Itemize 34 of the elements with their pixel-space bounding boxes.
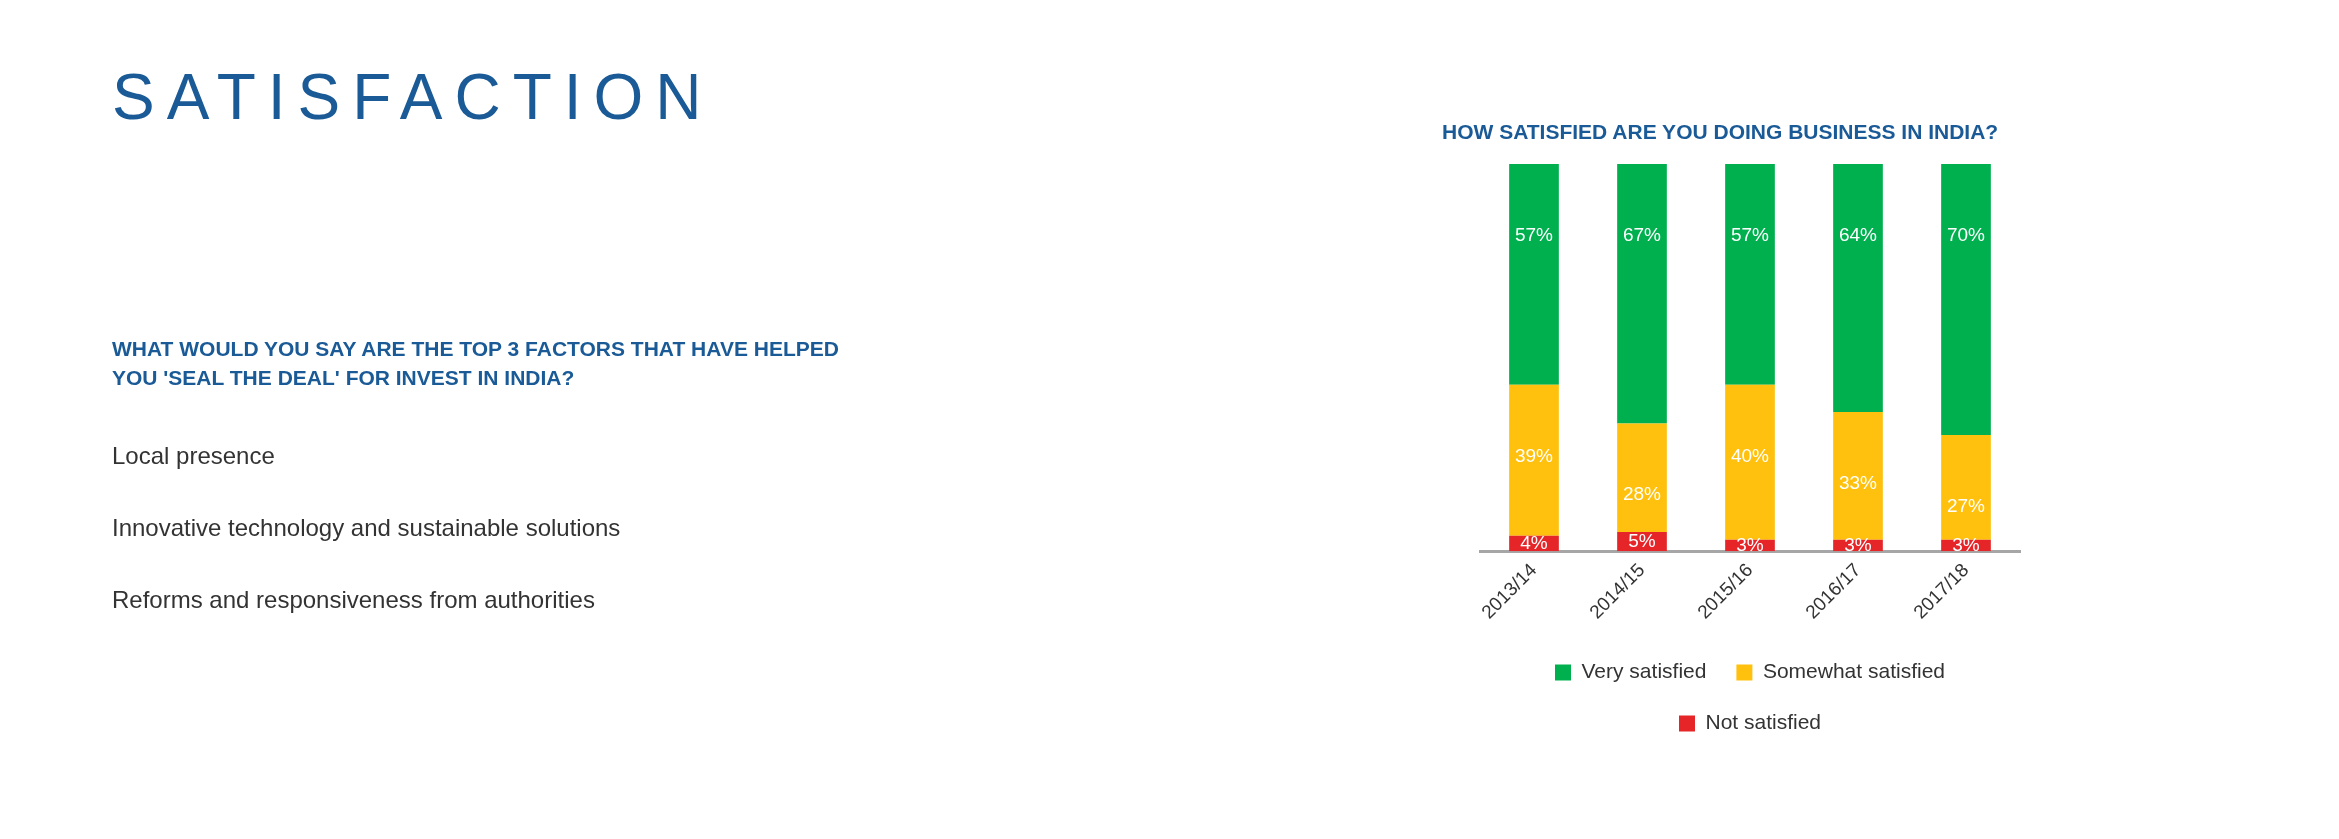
legend-label: Somewhat satisfied xyxy=(1762,659,1945,683)
data-label: 70% xyxy=(1946,223,1986,245)
data-label: 5% xyxy=(1628,529,1656,551)
chart-title: HOW SATISFIED ARE YOU DOING BUSINESS IN INDIA? xyxy=(1442,120,2000,144)
bar xyxy=(1725,164,1775,385)
data-label: 4% xyxy=(1520,531,1548,553)
bar xyxy=(1833,164,1883,412)
text: Local presence xyxy=(112,442,276,470)
bar xyxy=(1617,164,1667,424)
data-label: 33% xyxy=(1838,471,1878,493)
text: Reforms and responsiveness from authorities xyxy=(112,586,596,614)
data-label: 3% xyxy=(1736,533,1764,555)
data-label: 3% xyxy=(1952,533,1980,555)
bar xyxy=(1941,164,1991,436)
bar xyxy=(1941,435,1991,540)
text: SATISFACTION xyxy=(112,60,715,134)
data-label: 39% xyxy=(1514,444,1554,466)
legend-label: Very satisfied xyxy=(1581,659,1707,683)
bar xyxy=(1509,384,1559,536)
text: Innovative technology and sustainable solutions xyxy=(112,514,622,542)
data-label: 3% xyxy=(1844,533,1872,555)
data-label: 64% xyxy=(1838,223,1878,245)
bar xyxy=(1617,423,1667,532)
bar xyxy=(1509,164,1559,385)
bar xyxy=(1833,411,1883,540)
data-label: 27% xyxy=(1946,494,1986,516)
bar xyxy=(1725,384,1775,540)
data-label: 40% xyxy=(1730,444,1770,466)
data-label: 57% xyxy=(1514,223,1554,245)
data-label: 57% xyxy=(1730,223,1770,245)
text: WHAT WOULD YOU SAY ARE THE TOP 3 FACTORS THAT HAVE HELPED YOU 'SEAL THE DEAL' FOR INVEST IN INDIA? xyxy=(112,336,840,391)
data-label: 67% xyxy=(1622,223,1662,245)
legend-label: Not satisfied xyxy=(1705,710,1822,734)
data-label: 28% xyxy=(1622,483,1662,505)
